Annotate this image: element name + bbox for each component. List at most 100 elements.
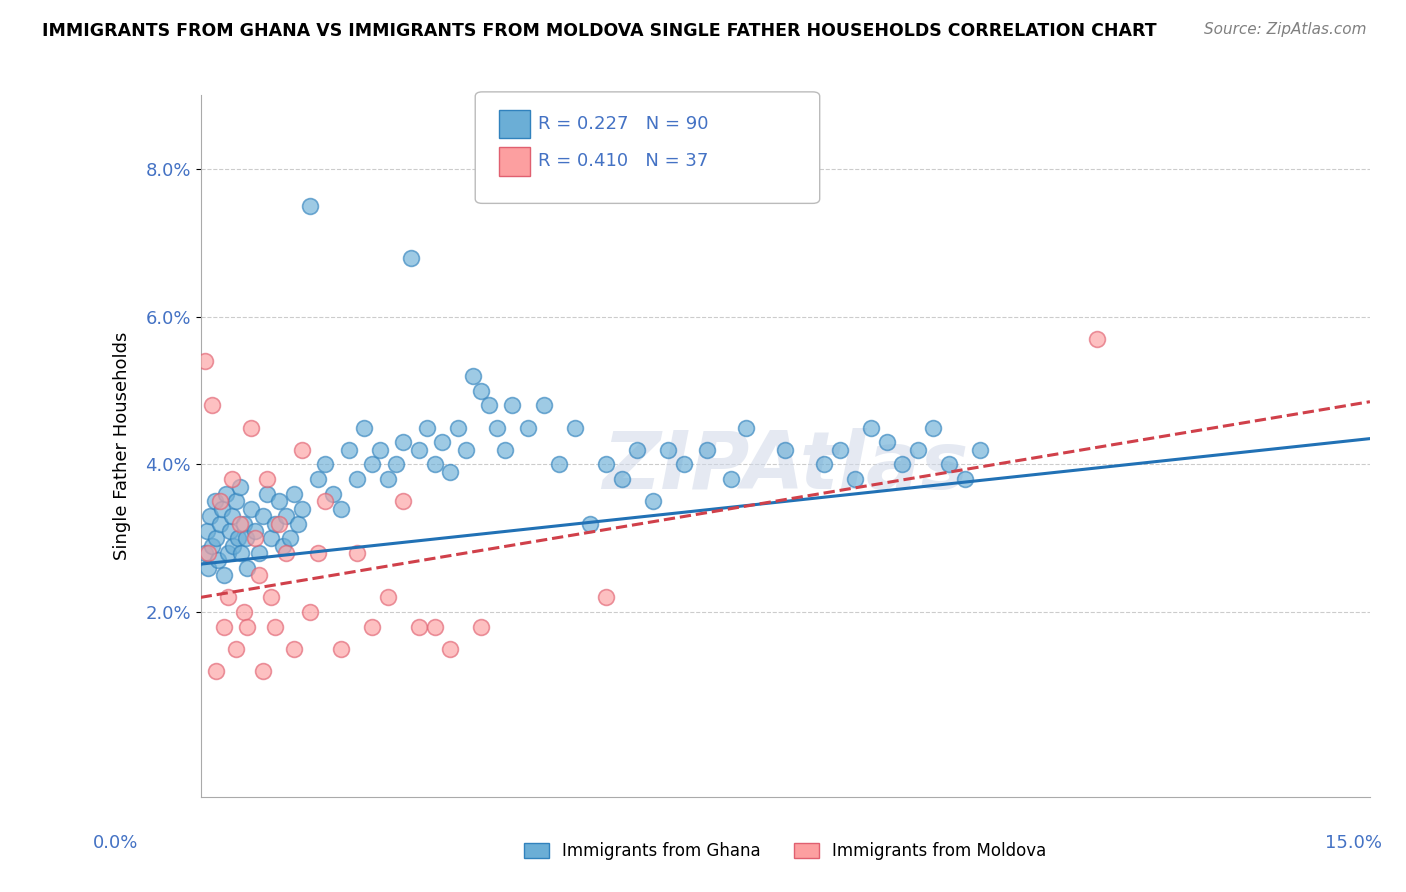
Point [377,591,399,605]
Point [267,516,290,531]
Point [291,501,314,516]
Point [860,420,883,434]
Text: IMMIGRANTS FROM GHANA VS IMMIGRANTS FROM MOLDOVA SINGLE FATHER HOUSEHOLDS CORREL: IMMIGRANTS FROM GHANA VS IMMIGRANTS FROM… [42,22,1157,40]
Point [221,472,243,486]
Point [346,472,368,486]
Point [209,494,232,508]
Point [423,458,446,472]
Point [876,435,898,450]
Point [219,524,242,538]
Y-axis label: Single Father Households: Single Father Households [114,332,131,560]
Point [626,442,648,457]
Point [696,442,718,457]
Point [197,546,219,560]
Point [533,398,555,412]
Point [439,465,461,479]
Text: 0.0%: 0.0% [93,834,138,852]
Point [276,546,298,560]
Point [225,642,247,657]
Point [595,458,617,472]
Point [408,442,430,457]
Point [245,531,267,545]
Point [256,487,278,501]
Point [361,620,384,634]
Point [368,442,391,457]
Point [828,442,851,457]
Point [517,420,540,434]
Point [212,568,235,582]
Text: R = 0.227   N = 90: R = 0.227 N = 90 [538,115,709,133]
Point [276,509,298,524]
Point [201,539,224,553]
Point [423,620,446,634]
Point [353,420,375,434]
Point [922,420,945,434]
Point [236,561,259,575]
Point [260,591,283,605]
Point [720,472,742,486]
Point [217,546,239,560]
Point [271,539,294,553]
Point [969,442,991,457]
Point [322,487,344,501]
Point [432,435,454,450]
Point [330,642,353,657]
Point [232,605,254,619]
Point [478,398,501,412]
Point [384,458,406,472]
Point [361,458,384,472]
Point [283,487,305,501]
Point [610,472,633,486]
Point [470,384,492,398]
Point [201,398,224,412]
Point [330,501,353,516]
Point [657,442,679,457]
Point [392,435,415,450]
Point [193,354,215,368]
Point [263,516,285,531]
Point [447,420,470,434]
Point [463,368,485,383]
Point [337,442,360,457]
Point [235,531,257,545]
Point [415,420,437,434]
Point [439,642,461,657]
Point [844,472,866,486]
Point [494,442,516,457]
Point [195,524,218,538]
Point [263,620,285,634]
Point [346,546,368,560]
Point [207,553,229,567]
Point [222,539,245,553]
Point [1085,332,1108,346]
Point [501,398,523,412]
Point [392,494,415,508]
Point [775,442,797,457]
Point [291,442,314,457]
Point [214,487,236,501]
Point [278,531,301,545]
Point [252,509,274,524]
Legend: Immigrants from Ghana, Immigrants from Moldova: Immigrants from Ghana, Immigrants from M… [517,836,1053,867]
Point [641,494,664,508]
Point [221,509,243,524]
Point [891,458,914,472]
Point [287,516,309,531]
Point [236,620,259,634]
Point [232,516,254,531]
Point [399,251,422,265]
Text: R = 0.410   N = 37: R = 0.410 N = 37 [538,153,709,170]
Point [240,501,263,516]
Point [247,546,270,560]
Point [217,591,239,605]
Point [548,458,571,472]
Point [193,546,215,560]
Point [256,472,278,486]
Point [212,620,235,634]
Point [226,531,249,545]
Point [204,494,226,508]
Point [953,472,976,486]
Text: 15.0%: 15.0% [1326,834,1382,852]
Point [735,420,758,434]
Point [225,494,247,508]
